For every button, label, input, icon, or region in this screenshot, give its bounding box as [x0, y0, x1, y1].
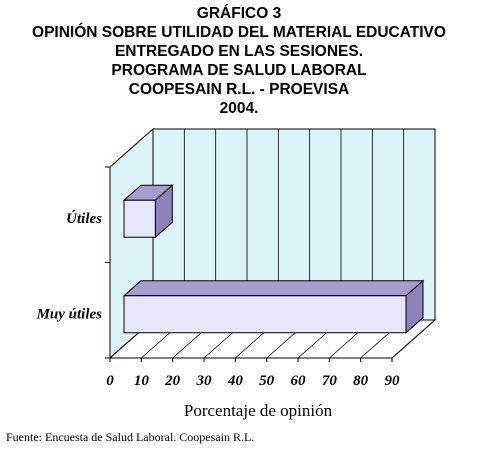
chart-title-line: 2004. — [219, 100, 259, 117]
x-tick-label: 20 — [164, 373, 181, 389]
x-tick-label: 40 — [227, 373, 244, 389]
x-tick-label: 50 — [259, 373, 275, 389]
chart-title-line: ENTREGADO EN LAS SESIONES. — [114, 43, 364, 60]
bar — [123, 295, 407, 334]
x-tick-label: 10 — [134, 373, 150, 389]
category-label: Muy útiles — [36, 306, 103, 322]
x-tick-label: 0 — [106, 373, 114, 389]
chart-title: GRÁFICO 3 OPINIÓN SOBRE UTILIDAD DEL MATE… — [0, 4, 478, 118]
x-tick-label: 30 — [196, 373, 213, 389]
bar-top — [122, 280, 425, 297]
chart-title-line: PROGRAMA DE SALUD LABORAL — [111, 62, 367, 79]
x-tick-label: 60 — [291, 373, 307, 389]
chart-title-line: GRÁFICO 3 — [196, 5, 282, 22]
x-axis-title: Porcentaje de opinión — [184, 401, 333, 420]
source-note: Fuente: Encuesta de Salud Laboral. Coope… — [6, 430, 255, 444]
y-axis-labels: Útiles Muy útiles — [36, 210, 103, 323]
chart-title-line: COOPESAIN R.L. - PROEVISA — [128, 81, 350, 98]
x-tick-label: 70 — [322, 373, 338, 389]
chart-bars — [122, 184, 425, 334]
category-label: Útiles — [66, 210, 102, 227]
x-tick-label: 80 — [353, 373, 369, 389]
bar — [123, 199, 156, 238]
x-axis-labels: 0 10 20 30 40 50 60 70 80 90 — [106, 373, 400, 389]
gridline-floor — [391, 319, 436, 359]
chart-title-line: OPINIÓN SOBRE UTILIDAD DEL MATERIAL EDUC… — [32, 24, 446, 41]
x-tick-label: 90 — [385, 373, 401, 389]
